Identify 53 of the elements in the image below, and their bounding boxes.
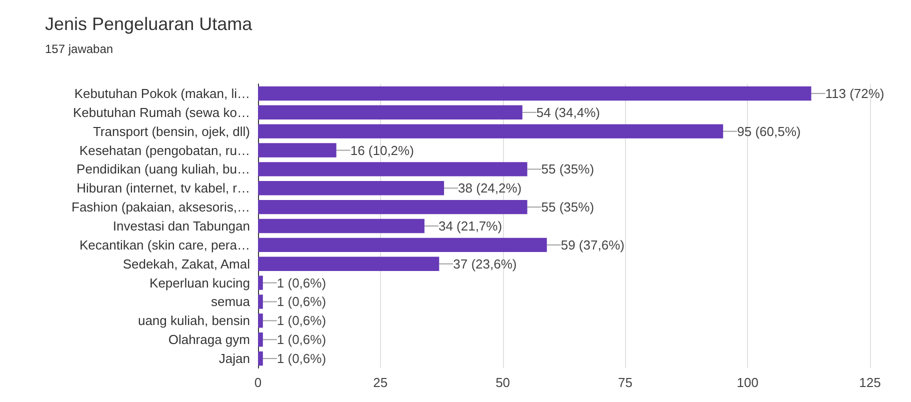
data-label: 16 (10,2%) [350,142,414,158]
x-tick-label: 100 [736,375,758,390]
data-label: 38 (24,2%) [458,180,522,196]
x-tick-label: 125 [859,375,881,390]
y-tick-label: Fashion (pakaian, aksesoris,… [72,200,250,215]
bar [258,276,263,290]
bar [258,294,263,309]
bar [258,218,424,234]
bar [258,86,812,101]
y-tick-label: Keperluan kucing [150,275,250,290]
x-tick-label: 25 [373,375,388,390]
bar [258,181,444,196]
x-tick-label: 50 [496,375,510,390]
data-label: 37 (23,6%) [453,256,517,272]
y-tick-label: Hiburan (internet, tv kabel, r… [76,180,250,196]
y-tick-label: semua [210,294,251,310]
x-tick-label: 0 [254,375,262,390]
bar [258,332,263,347]
data-label: 1 (0,6%) [276,351,326,366]
text: 157 jawaban [45,42,114,56]
bar [258,200,528,214]
bar [258,238,547,252]
data-label: 55 (35%) [541,162,594,177]
bar [258,143,336,158]
chart-title: Jenis Pengeluaran Utama [45,14,254,34]
data-label: 1 (0,6%) [276,332,326,348]
data-label: 1 (0,6%) [276,275,326,290]
y-tick-label: Kebutuhan Rumah (sewa ko… [72,104,250,120]
data-label: 1 (0,6%) [276,313,326,328]
y-tick-label: Kecantikan (skin care, pera… [79,237,250,252]
data-label: 113 (72%) [825,86,884,101]
data-label: 55 (35%) [541,200,594,215]
bar [258,351,263,366]
x-tick-label: 75 [618,375,632,390]
y-tick-label: Kebutuhan Pokok (makan, li… [74,86,250,101]
y-tick-label: Kesehatan (pengobatan, ru… [79,142,250,158]
bar [258,256,440,271]
data-label: 54 (34,4%) [536,104,600,120]
y-tick-label: Olahraga gym [168,332,250,348]
data-label: 95 (60,5%) [737,124,801,139]
data-label: 34 (21,7%) [438,218,502,234]
y-tick-label: Investasi dan Tabungan [112,218,250,234]
data-label: 59 (37,6%) [560,237,624,252]
data-label: 1 (0,6%) [276,294,326,310]
y-tick-label: Pendidikan (uang kuliah, bu… [76,162,250,177]
bar [258,105,522,120]
y-tick-label: Jajan [218,351,250,366]
y-tick-label: uang kuliah, bensin [138,313,250,328]
bar [258,124,724,138]
bar [258,314,263,328]
y-tick-label: Transport (bensin, ojek, dll) [92,124,250,139]
bar [258,162,528,176]
y-tick-label: Sedekah, Zakat, Amal [122,256,250,272]
